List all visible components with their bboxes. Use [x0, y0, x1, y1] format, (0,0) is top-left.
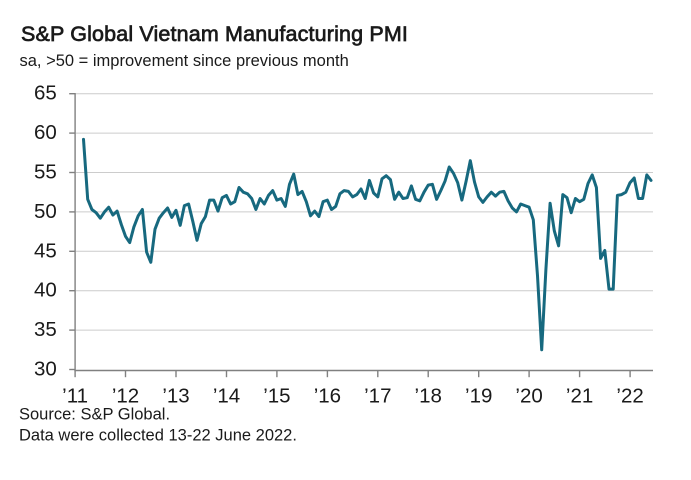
- svg-text:40: 40: [34, 279, 57, 302]
- svg-text:55: 55: [34, 161, 57, 184]
- svg-text:’19: ’19: [465, 385, 492, 408]
- svg-text:’13: ’13: [162, 385, 189, 408]
- svg-text:50: 50: [34, 200, 57, 223]
- svg-text:’11: ’11: [62, 385, 88, 408]
- svg-text:’15: ’15: [263, 385, 290, 408]
- svg-text:Source: S&P Global.: Source: S&P Global.: [19, 406, 170, 424]
- svg-text:60: 60: [34, 121, 57, 144]
- svg-text:’12: ’12: [112, 385, 139, 408]
- svg-text:Data were collected 13-22 June: Data were collected 13-22 June 2022.: [19, 427, 297, 445]
- svg-text:’14: ’14: [213, 385, 240, 408]
- svg-text:45: 45: [34, 239, 57, 262]
- svg-text:S&P Global Vietnam Manufacturi: S&P Global Vietnam Manufacturing PMI: [21, 22, 408, 46]
- svg-text:’21: ’21: [566, 385, 593, 408]
- svg-text:’20: ’20: [515, 385, 542, 408]
- svg-text:’16: ’16: [314, 385, 341, 408]
- svg-text:65: 65: [34, 82, 57, 105]
- svg-text:’18: ’18: [415, 385, 442, 408]
- svg-text:’17: ’17: [364, 385, 391, 408]
- svg-text:sa, >50 = improvement since pr: sa, >50 = improvement since previous mon…: [20, 52, 349, 70]
- svg-text:30: 30: [34, 358, 57, 381]
- svg-text:35: 35: [34, 318, 57, 341]
- svg-text:’22: ’22: [616, 385, 643, 408]
